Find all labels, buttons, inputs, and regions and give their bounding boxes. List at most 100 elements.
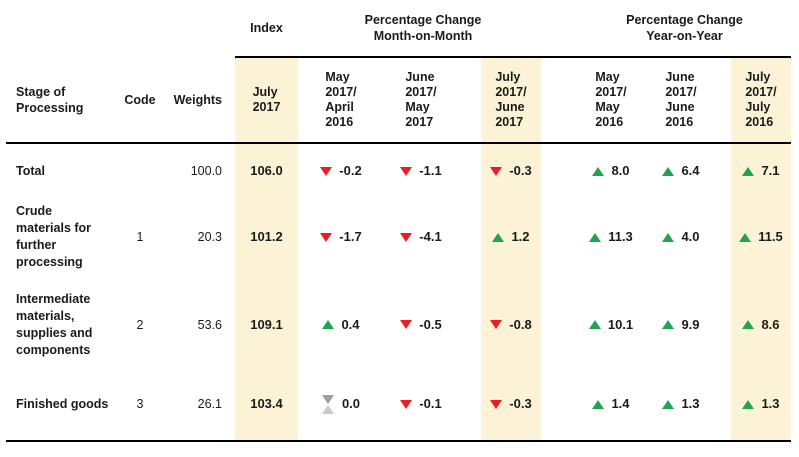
change-cell: -0.3 <box>481 368 541 440</box>
change-cell: 6.4 <box>648 144 714 198</box>
no-change-icon <box>321 394 335 414</box>
change-value: 1.2 <box>511 229 530 244</box>
change-value: 1.4 <box>611 396 630 411</box>
triangle-up-icon <box>492 232 505 242</box>
highlight-column-yoy-july <box>731 58 791 440</box>
weights-value: 100.0 <box>190 164 222 178</box>
change-value: 0.0 <box>341 396 361 411</box>
stage-label-intermediate-materials: Intermediate materials, supplies and com… <box>16 291 93 357</box>
stage-label-total: Total <box>16 163 45 178</box>
change-value: -1.1 <box>419 163 442 178</box>
change-value: 0.4 <box>341 316 360 332</box>
triangle-up-icon <box>742 320 755 329</box>
change-value: -0.8 <box>509 316 532 332</box>
change-cell: 9.9 <box>648 281 714 368</box>
triangle-down-icon <box>490 166 503 176</box>
column-header-code: Code <box>124 92 156 107</box>
period-label: May 2017/ May 2016 <box>595 69 627 129</box>
change-value: 8.6 <box>761 316 780 332</box>
change-cell: 11.5 <box>731 196 791 278</box>
period-label: June 2017/ May 2017 <box>405 69 437 129</box>
change-cell: 11.3 <box>578 196 644 278</box>
bottom-rule <box>6 440 791 442</box>
change-cell: -0.5 <box>385 281 457 368</box>
change-value: -0.3 <box>509 396 532 411</box>
weights-value: 53.6 <box>197 317 222 332</box>
change-cell: 1.2 <box>481 196 541 278</box>
triangle-down-icon <box>400 399 413 409</box>
change-cell: 7.1 <box>731 144 791 198</box>
triangle-up-icon <box>592 399 605 409</box>
change-cell: 0.0 <box>305 368 377 440</box>
index-value: 106.0 <box>250 163 283 178</box>
change-cell: 1.4 <box>578 368 644 440</box>
triangle-up-icon <box>662 399 675 409</box>
triangle-up-icon <box>662 320 675 329</box>
change-cell: -0.2 <box>305 144 377 198</box>
code-value: 1 <box>136 230 144 244</box>
triangle-up-icon <box>662 166 675 176</box>
period-label: June 2017/ June 2016 <box>665 69 697 129</box>
change-value: 9.9 <box>681 316 700 332</box>
change-value: 7.1 <box>761 163 780 178</box>
column-header-index-july-2017: July 2017 <box>252 84 281 114</box>
triangle-up-icon <box>589 232 602 242</box>
group-header-month-on-month: Percentage Change Month-on-Month <box>364 13 482 43</box>
period-label: May 2017/ April 2016 <box>325 69 357 129</box>
triangle-up-icon <box>739 232 752 242</box>
change-cell: -4.1 <box>385 196 457 278</box>
code-value <box>122 144 158 198</box>
change-value: 1.3 <box>761 396 780 411</box>
stage-label-finished-goods: Finished goods <box>16 396 109 411</box>
period-label: July 2017/ June 2017 <box>495 69 527 129</box>
column-header-mom-may: May 2017/ April 2016 <box>305 57 377 142</box>
period-label: July 2017/ July 2016 <box>745 69 777 129</box>
column-header-weights: Weights <box>173 92 222 107</box>
weights-value: 20.3 <box>197 230 222 244</box>
change-value: -0.1 <box>419 396 442 411</box>
stage-label-crude-materials: Crude materials for further processing <box>16 204 92 269</box>
triangle-up-icon <box>592 166 605 176</box>
column-header-mom-july: July 2017/ June 2017 <box>481 57 541 142</box>
group-header-year-on-year: Percentage Change Year-on-Year <box>626 13 743 43</box>
triangle-up-icon <box>742 399 755 409</box>
change-cell: -1.1 <box>385 144 457 198</box>
triangle-down-icon <box>320 166 333 176</box>
code-value: 2 <box>136 317 144 332</box>
column-header-stage-of-processing: Stage of Processing <box>16 84 84 115</box>
change-value: 4.0 <box>681 229 700 244</box>
change-value: 11.5 <box>758 229 783 244</box>
change-cell: 4.0 <box>648 196 714 278</box>
index-value: 103.4 <box>250 396 283 411</box>
change-value: 6.4 <box>681 163 700 178</box>
change-value: -1.7 <box>339 229 362 244</box>
triangle-down-icon <box>490 399 503 409</box>
change-value: 10.1 <box>607 316 634 332</box>
change-cell: -0.1 <box>385 368 457 440</box>
change-value: -0.3 <box>509 163 532 178</box>
change-value: 1.3 <box>681 396 700 411</box>
header-rule <box>6 142 791 144</box>
column-header-mom-june: June 2017/ May 2017 <box>385 57 457 142</box>
change-cell: -1.7 <box>305 196 377 278</box>
index-value: 101.2 <box>250 229 283 244</box>
change-value: -0.5 <box>419 316 442 332</box>
highlight-column-index <box>235 58 298 440</box>
change-cell: 1.3 <box>648 368 714 440</box>
triangle-down-icon <box>320 232 333 242</box>
triangle-down-icon <box>400 232 413 242</box>
column-header-yoy-june: June 2017/ June 2016 <box>648 57 714 142</box>
change-cell: 10.1 <box>578 281 644 368</box>
index-value: 109.1 <box>250 316 283 332</box>
change-cell: 8.0 <box>578 144 644 198</box>
change-value: -4.1 <box>419 229 442 244</box>
weights-value: 26.1 <box>197 397 222 411</box>
change-cell: 0.4 <box>305 281 377 368</box>
change-value: 11.3 <box>608 229 633 244</box>
column-header-yoy-july: July 2017/ July 2016 <box>731 57 791 142</box>
triangle-up-icon <box>662 232 675 242</box>
change-cell: -0.3 <box>481 144 541 198</box>
triangle-down-icon <box>400 166 413 176</box>
column-header-yoy-may: May 2017/ May 2016 <box>578 57 644 142</box>
